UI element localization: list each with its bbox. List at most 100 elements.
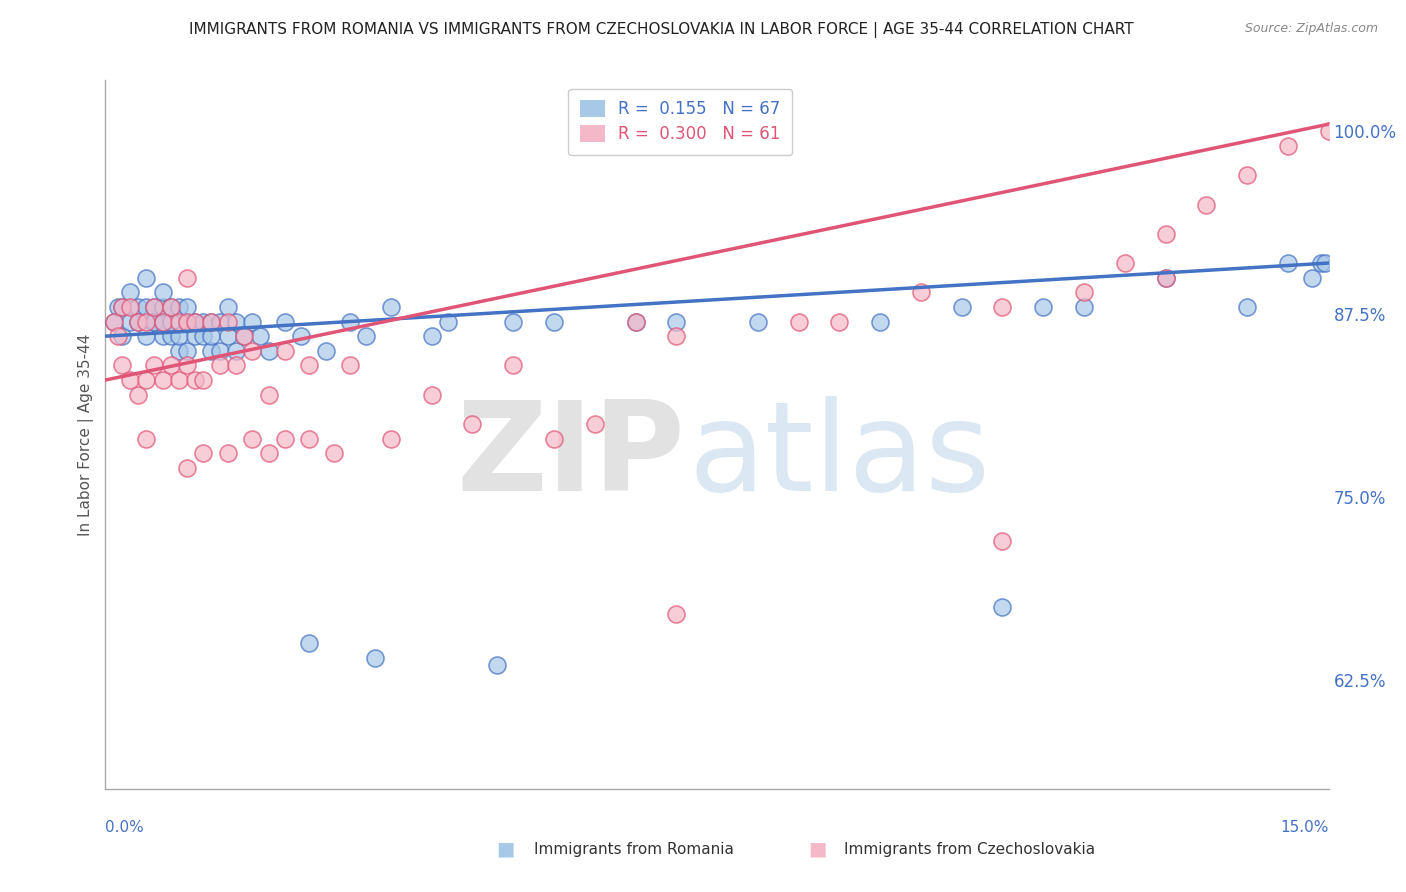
Point	[184, 329, 207, 343]
Y-axis label: In Labor Force | Age 35-44: In Labor Force | Age 35-44	[79, 334, 94, 536]
Point	[127, 314, 149, 328]
Point	[225, 314, 247, 328]
Point	[257, 387, 280, 401]
Point	[118, 314, 141, 328]
Point	[1154, 227, 1177, 241]
Point	[665, 314, 688, 328]
Text: 15.0%: 15.0%	[1281, 821, 1329, 835]
Point	[193, 446, 215, 460]
Point	[290, 329, 312, 343]
Point	[208, 359, 231, 373]
Point	[111, 359, 134, 373]
Text: atlas: atlas	[689, 396, 990, 516]
Point	[502, 359, 524, 373]
Point	[665, 329, 688, 343]
Point	[184, 314, 207, 328]
Point	[193, 373, 215, 387]
Point	[991, 533, 1014, 548]
Text: IMMIGRANTS FROM ROMANIA VS IMMIGRANTS FROM CZECHOSLOVAKIA IN LABOR FORCE | AGE 3: IMMIGRANTS FROM ROMANIA VS IMMIGRANTS FR…	[188, 22, 1133, 38]
Text: 0.0%: 0.0%	[105, 821, 145, 835]
Point	[135, 314, 157, 328]
Point	[437, 314, 460, 328]
Point	[167, 314, 190, 328]
Point	[420, 329, 443, 343]
Point	[159, 329, 181, 343]
Point	[233, 329, 256, 343]
Point	[665, 607, 688, 621]
Point	[543, 432, 565, 446]
Point	[274, 343, 297, 358]
Point	[200, 329, 222, 343]
Point	[176, 314, 198, 328]
Point	[176, 359, 198, 373]
Text: Immigrants from Romania: Immigrants from Romania	[534, 842, 734, 856]
Point	[747, 314, 769, 328]
Point	[111, 300, 134, 314]
Point	[461, 417, 484, 431]
Point	[298, 636, 321, 650]
Point	[1236, 300, 1258, 314]
Point	[1317, 124, 1340, 138]
Point	[143, 300, 166, 314]
Point	[257, 343, 280, 358]
Point	[363, 650, 385, 665]
Point	[624, 314, 647, 328]
Point	[176, 460, 198, 475]
Point	[1301, 270, 1323, 285]
Point	[502, 314, 524, 328]
Point	[356, 329, 378, 343]
Point	[193, 329, 215, 343]
Point	[1313, 256, 1336, 270]
Point	[217, 300, 239, 314]
Point	[339, 359, 361, 373]
Text: Source: ZipAtlas.com: Source: ZipAtlas.com	[1244, 22, 1378, 36]
Point	[910, 285, 932, 300]
Point	[624, 314, 647, 328]
Point	[167, 329, 190, 343]
Point	[200, 343, 222, 358]
Point	[543, 314, 565, 328]
Point	[233, 329, 256, 343]
Point	[225, 359, 247, 373]
Point	[159, 359, 181, 373]
Point	[152, 329, 174, 343]
Point	[257, 446, 280, 460]
Point	[176, 270, 198, 285]
Point	[118, 373, 141, 387]
Point	[583, 417, 606, 431]
Point	[118, 300, 141, 314]
Point	[176, 314, 198, 328]
Point	[1154, 270, 1177, 285]
Point	[143, 359, 166, 373]
Point	[1309, 256, 1331, 270]
Point	[159, 314, 181, 328]
Point	[127, 300, 149, 314]
Point	[339, 314, 361, 328]
Point	[1073, 285, 1095, 300]
Point	[103, 314, 125, 328]
Point	[1195, 197, 1218, 211]
Point	[869, 314, 891, 328]
Point	[274, 432, 297, 446]
Point	[1073, 300, 1095, 314]
Point	[380, 432, 402, 446]
Point	[1154, 270, 1177, 285]
Point	[184, 314, 207, 328]
Point	[152, 373, 174, 387]
Point	[143, 314, 166, 328]
Text: ■: ■	[496, 839, 515, 859]
Point	[135, 300, 157, 314]
Point	[200, 314, 222, 328]
Point	[298, 432, 321, 446]
Point	[240, 432, 263, 446]
Point	[135, 270, 157, 285]
Text: ■: ■	[808, 839, 827, 859]
Point	[111, 300, 134, 314]
Point	[167, 373, 190, 387]
Point	[217, 446, 239, 460]
Point	[152, 300, 174, 314]
Point	[167, 343, 190, 358]
Point	[111, 329, 134, 343]
Point	[208, 314, 231, 328]
Point	[159, 300, 181, 314]
